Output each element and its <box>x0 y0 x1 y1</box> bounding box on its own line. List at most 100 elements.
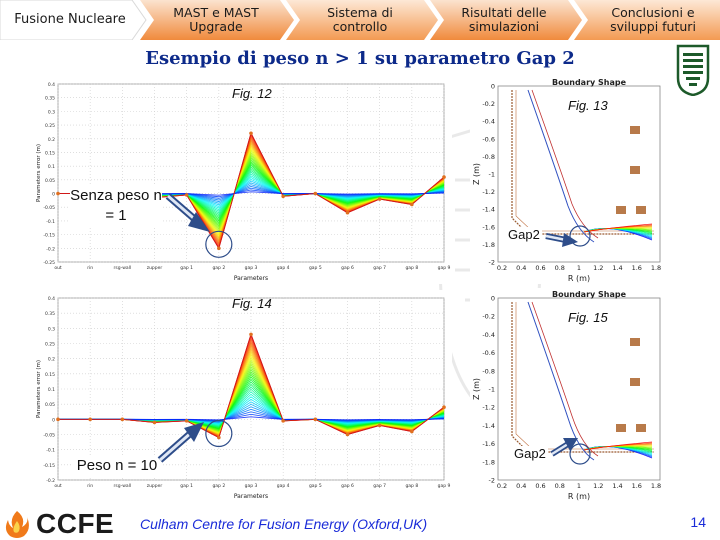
plot-title: Boundary Shape <box>552 78 627 87</box>
y-tick-label: 0.1 <box>48 164 55 170</box>
vessel-wall-inner <box>515 90 654 232</box>
pf-coil <box>616 206 626 214</box>
x-tick-label: out <box>54 265 62 271</box>
y-tick-label: -0.8 <box>482 367 495 375</box>
x-tick-label: 1.8 <box>651 482 661 490</box>
data-point <box>217 246 221 251</box>
vessel-wall <box>511 90 654 235</box>
y-tick-label: -0.1 <box>46 448 55 454</box>
plasma-boundary-ref <box>531 301 599 457</box>
y-tick-label: 0 <box>491 83 495 91</box>
data-point <box>152 420 157 425</box>
x-axis-label: R (m) <box>568 492 590 501</box>
tab-risultati-simulazioni[interactable]: Risultati delle simulazioni <box>461 5 547 34</box>
highlight-circle <box>205 419 233 448</box>
x-tick-label: gap 7 <box>373 483 386 489</box>
x-tick-label: gap 8 <box>405 265 418 271</box>
data-point <box>184 193 189 197</box>
data-point <box>377 423 382 428</box>
x-tick-label: gap 9 <box>438 265 451 271</box>
x-tick-label: gap 1 <box>180 483 193 489</box>
x-tick-label: 0.4 <box>516 264 526 272</box>
y-tick-label: -1.2 <box>482 188 495 196</box>
x-tick-label: 1.6 <box>632 482 642 490</box>
fig14-chart: 0.4 0.35 0.3 0.25 0.2 0.15 0.1 0.05 0 -0.05 -0.1 -0… <box>36 296 451 500</box>
y-tick-label: 0 <box>491 295 495 303</box>
y-tick-label: -1.2 <box>482 404 495 412</box>
y-tick-label: 0.35 <box>45 311 55 317</box>
nav-background <box>0 0 720 40</box>
data-point <box>313 417 318 422</box>
data-point <box>56 191 60 196</box>
ccfe-logo-text: CCFE <box>36 508 115 539</box>
y-tick-label: 0.3 <box>48 326 55 332</box>
x-tick-label: rin <box>87 265 93 271</box>
data-point <box>281 419 285 423</box>
y-tick-label: -0.2 <box>482 313 495 321</box>
x-tick-label: gap 1 <box>180 265 193 271</box>
x-tick-label: 1.2 <box>593 482 603 490</box>
callout-peso-n10: Peso n = 10 <box>72 456 162 476</box>
x-tick-label: out <box>54 483 62 489</box>
y-tick-label: 0.15 <box>45 372 55 378</box>
y-tick-label: -0.2 <box>482 100 495 108</box>
x-tick-label: 0.4 <box>516 482 526 490</box>
plot-frame <box>57 83 445 263</box>
data-point <box>249 131 253 136</box>
y-tick-label: 0.05 <box>45 178 55 184</box>
x-tick-label: gap 6 <box>341 483 354 489</box>
x-tick-label: gap 2 <box>212 265 225 271</box>
x-tick-label: gap 4 <box>277 265 290 271</box>
y-tick-label: -0.4 <box>482 118 495 126</box>
data-point <box>281 194 285 199</box>
y-tick-label: -1.8 <box>482 241 495 249</box>
fig12-chart: 0.4 0.35 0.3 0.25 0.2 0.15 0.1 0.05 0 -0.05 -0.1 -0… <box>36 82 451 282</box>
x-tick-label: gap 5 <box>309 265 322 271</box>
y-tick-label: 0 <box>52 192 55 198</box>
slide-title: Esempio di peso n > 1 su parametro Gap 2 <box>145 48 575 69</box>
data-point <box>410 202 414 207</box>
data-point <box>120 417 125 422</box>
vessel-wall <box>511 302 654 453</box>
x-tick-label: rsg-wall <box>114 265 132 271</box>
fig12-label: Fig. 12 <box>232 86 272 101</box>
data-point <box>442 405 446 409</box>
y-tick-label: 0.4 <box>48 82 55 88</box>
tab-sistema-controllo[interactable]: Sistema di controllo <box>327 5 393 34</box>
page-number: 14 <box>690 514 706 530</box>
y-tick-label: -1.4 <box>482 422 495 430</box>
tab-mast-upgrade[interactable]: MAST e MAST Upgrade <box>173 5 259 34</box>
data-point <box>345 432 350 437</box>
y-tick-label: -0.2 <box>46 478 55 484</box>
y-tick-label: -0.15 <box>43 463 55 469</box>
x-tick-label: gap 4 <box>277 483 290 489</box>
vessel-wall-inner <box>515 302 654 450</box>
x-tick-label: 1.2 <box>593 264 603 272</box>
x-tick-label: gap 6 <box>341 265 354 271</box>
y-tick-label: 0.35 <box>45 96 55 102</box>
x-tick-label: 1 <box>577 482 581 490</box>
fig15-label: Fig. 15 <box>568 310 608 325</box>
x-tick-label: 1.6 <box>632 264 642 272</box>
plasma-boundary <box>527 89 595 243</box>
x-tick-label: zupper <box>147 483 163 489</box>
fig14-label: Fig. 14 <box>232 296 272 311</box>
y-tick-label: 0.25 <box>45 123 55 129</box>
fig12-plot: 0.4 0.35 0.3 0.25 0.2 0.15 0.1 0.05 0 -0.05 -0.1 -0… <box>34 76 452 284</box>
y-tick-label: -0.2 <box>46 246 55 252</box>
y-tick-label: -1.4 <box>482 206 495 214</box>
tab-conclusioni[interactable]: Conclusioni e sviluppi futuri <box>610 5 696 34</box>
pf-coil <box>630 378 640 386</box>
university-crest-icon <box>676 44 710 96</box>
tab-fusione-nucleare[interactable]: Fusione Nucleare <box>14 12 126 27</box>
footer-centre-text: Culham Centre for Fusion Energy (Oxford,… <box>140 516 428 532</box>
x-tick-label: gap 3 <box>245 483 258 489</box>
y-tick-label: 0.4 <box>48 296 55 302</box>
x-tick-label: gap 7 <box>373 265 386 271</box>
x-tick-label: 0.8 <box>555 264 565 272</box>
y-tick-label: 0.3 <box>48 109 55 115</box>
x-tick-label: 1 <box>577 264 581 272</box>
y-tick-label: 0 <box>52 417 55 423</box>
y-tick-label: -2 <box>489 477 495 485</box>
x-tick-label: 0.2 <box>497 482 507 490</box>
